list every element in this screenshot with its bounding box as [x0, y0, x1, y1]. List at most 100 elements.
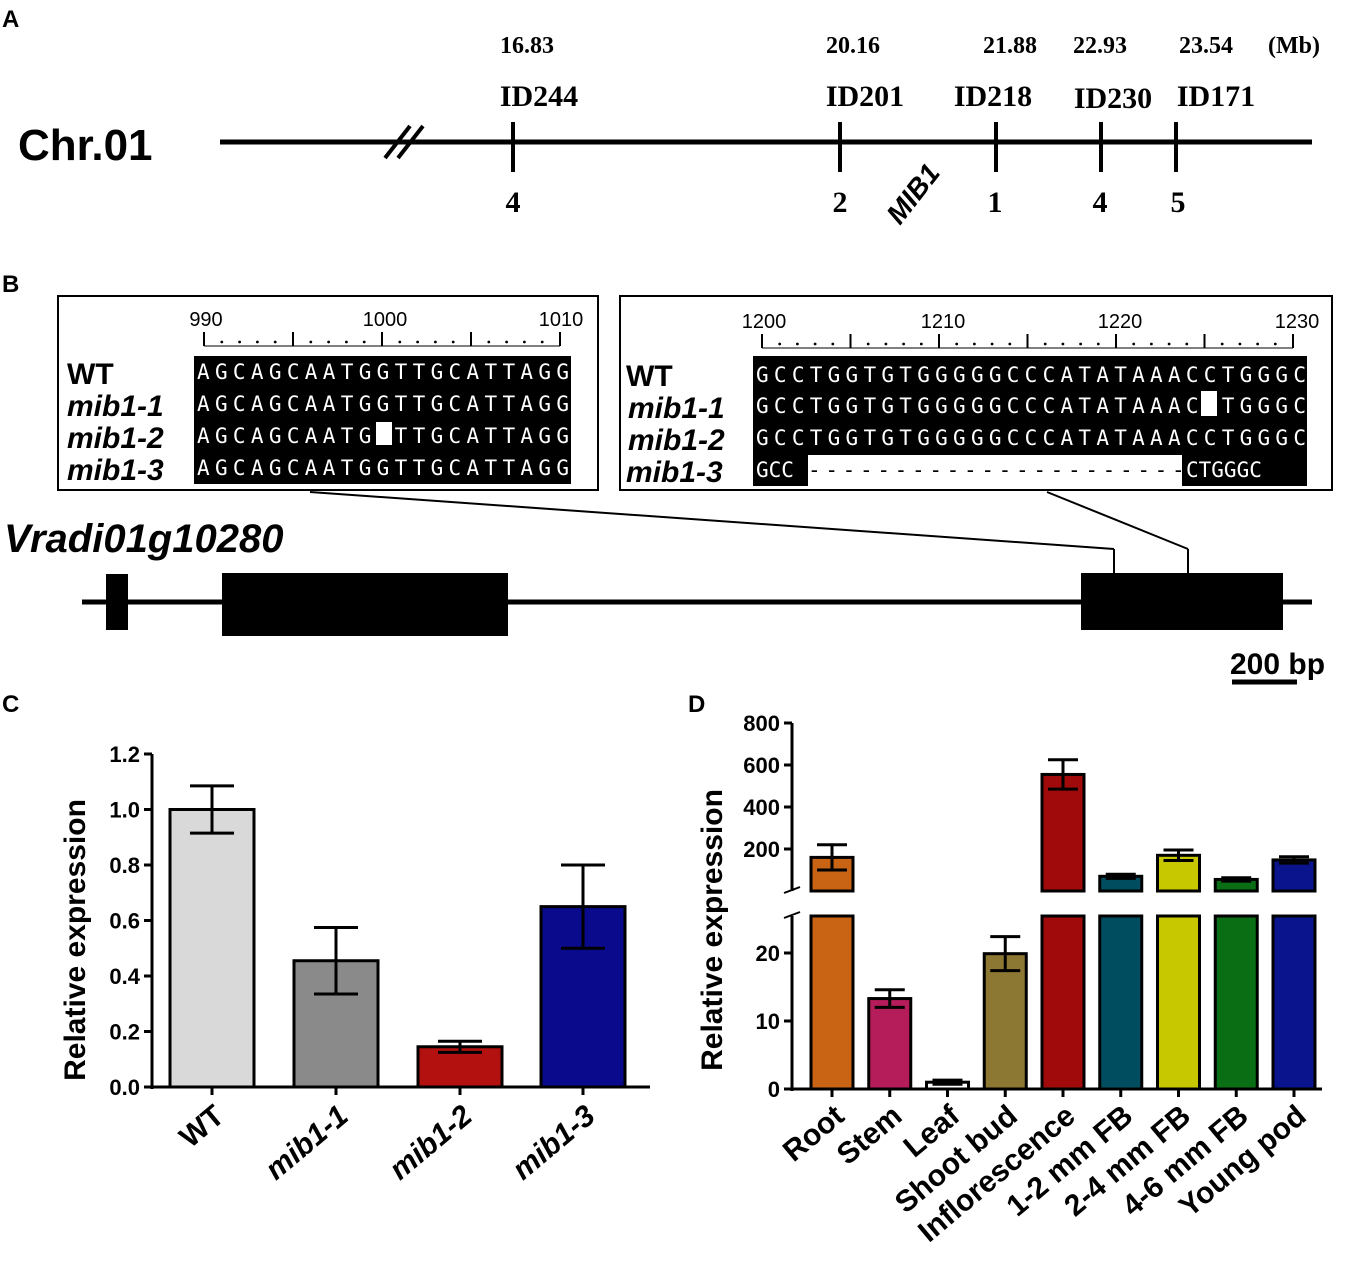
d-x-tick-label: Stem: [831, 1099, 908, 1171]
ruler-dot: [256, 340, 259, 344]
marker-position: 21.88: [983, 33, 1037, 59]
marker-id218: 21.88 ID218 1: [954, 33, 1037, 219]
zoom-connector-right: [1046, 491, 1189, 550]
d-bar: [809, 914, 855, 1091]
deletion-gap: [376, 422, 392, 445]
ruler-dot: [884, 342, 888, 346]
ruler-dot: [1167, 342, 1171, 346]
sequence-row: mib1-3 AGCAGCAATGGTTGCATTAGG: [67, 454, 569, 487]
c-x-tick-label: mib1-3: [506, 1099, 602, 1187]
c-y-tick-label: 1.2: [109, 742, 140, 767]
position-tick-label: 1200: [742, 311, 787, 333]
sequence-text: GCCTGGTGTGGGGGCCCATATAAACCTGGGC: [756, 363, 1306, 387]
c-y-tick-label: 0.4: [109, 964, 140, 989]
ruler-dot: [434, 340, 437, 344]
ruler-dot: [505, 340, 508, 344]
row-label: mib1-2: [67, 422, 164, 455]
sequence-row: mib1-1 GCCTGGTGTGGGGGCCCATATAAAC-TGGGC: [628, 392, 1306, 425]
exon-3: [1081, 573, 1283, 630]
ruler-dot: [398, 340, 402, 344]
marker-recombinants: 4: [1093, 186, 1108, 219]
row-label: mib1-3: [67, 454, 164, 487]
marker-id: ID244: [500, 80, 578, 113]
ruler-dot: [487, 340, 491, 344]
ruler-dot: [327, 340, 330, 344]
sequence-text: AGCAGCAATG-TTGCATTAGG: [197, 424, 569, 448]
marker-id230: 22.93 ID230 4: [1073, 33, 1152, 219]
panel-label-b: B: [2, 271, 19, 298]
panel-a: A Chr.01 16.83 ID244 4 20.16 ID201 2 21.…: [2, 6, 1320, 230]
deletion-gap: [808, 455, 1182, 486]
c-y-tick-label: 0.0: [109, 1075, 140, 1100]
d-y-tick-label: 0: [768, 1077, 780, 1102]
chart-c: 0.0 0.2 0.4 0.6 0.8 1.0 1.2 WT mib1-1 mib1-2 mib1-…: [109, 742, 650, 1187]
ruler-dot: [345, 340, 348, 344]
row-label: mib1-2: [628, 424, 725, 457]
sequence-row: mib1-1 AGCAGCAATGGTTGCATTAGG: [67, 390, 569, 423]
marker-position: 16.83: [500, 33, 554, 59]
d-bar: [982, 952, 1028, 1091]
ruler-dot: [1150, 342, 1153, 346]
marker-id: ID171: [1177, 80, 1255, 113]
d-y-tick-label: 20: [756, 941, 780, 966]
sequence-row: WT GCCTGGTGTGGGGGCCCATATAAACCTGGGC: [626, 360, 1306, 393]
sequence-highlight: GCC CTGGGC: [756, 458, 1262, 482]
c-y-tick-label: 0.6: [109, 909, 140, 934]
marker-position: 23.54: [1179, 33, 1233, 59]
c-x-tick-label: mib1-2: [383, 1099, 479, 1187]
marker-position: 20.16: [826, 33, 880, 59]
c-y-tick-label: 1.0: [109, 798, 140, 823]
d-bar: [1156, 914, 1201, 1091]
d-bar: [1271, 914, 1317, 1091]
gene-locus-label: MIB1: [880, 158, 946, 230]
deletion-gap: [1201, 391, 1217, 416]
map-unit-label: (Mb): [1268, 33, 1320, 59]
d-bar: [867, 997, 913, 1091]
alignment-box-right: 1200 1210 1220 1230 WT GCCTGGTGTGGGGGCCC…: [619, 295, 1333, 491]
row-label: mib1-1: [67, 390, 164, 423]
c-y-axis-label: Relative expression: [59, 799, 92, 1081]
sequence-text: GCCTGGTGTGGGGGCCCATATAAAC-TGGGC: [756, 394, 1306, 418]
marker-id: ID230: [1074, 82, 1152, 115]
ruler-dot: [220, 340, 224, 344]
position-tick-label: 1220: [1098, 311, 1143, 333]
ruler-dot: [1079, 342, 1082, 346]
row-label: WT: [626, 360, 673, 393]
sequence-text: AGCAGCAATGGTTGCATTAGG: [197, 392, 569, 416]
d-bar: [1271, 858, 1317, 893]
alignment-box-left: 990 1000 1010 WT AGCAGCAATGGTTGCATTAGG m…: [57, 295, 599, 491]
c-bar: [168, 808, 256, 1089]
c-x-tick-label: WT: [174, 1099, 231, 1154]
alignment-frame: [619, 295, 1333, 491]
d-bar: [1040, 772, 1086, 893]
ruler-dot: [523, 340, 526, 344]
d-bar: [1040, 914, 1086, 1091]
position-tick-label: 1010: [539, 309, 584, 331]
panel-label-d: D: [688, 691, 705, 718]
panel-d: D Relative expression 20040060080001020R…: [688, 691, 1322, 1249]
ruler-dot: [362, 340, 366, 344]
marker-id: ID201: [826, 80, 904, 113]
exon-1: [106, 574, 128, 630]
panel-label-a: A: [2, 6, 19, 33]
ruler-dot: [902, 342, 905, 346]
marker-id244: 16.83 ID244 4: [500, 33, 578, 219]
position-tick-label: 1230: [1275, 311, 1320, 333]
sequence-row: WT AGCAGCAATGGTTGCATTAGG: [67, 358, 569, 391]
position-ruler: [761, 334, 1294, 349]
ruler-dot: [813, 342, 817, 346]
marker-id171: 23.54 ID171 5: [1171, 33, 1256, 219]
ruler-dot: [1220, 342, 1224, 346]
alignment-frame: [57, 295, 599, 491]
marker-recombinants: 1: [988, 186, 1003, 219]
chromosome-break-icon: [383, 124, 425, 160]
position-tick-label: 1210: [921, 311, 966, 333]
ruler-dot: [973, 342, 976, 346]
marker-id201: 20.16 ID201 2: [826, 33, 904, 219]
gene-name: Vradi01g10280: [4, 517, 283, 561]
position-tick-label: 990: [189, 309, 222, 331]
ruler-dot: [831, 342, 835, 346]
ruler-dot: [1096, 342, 1100, 346]
